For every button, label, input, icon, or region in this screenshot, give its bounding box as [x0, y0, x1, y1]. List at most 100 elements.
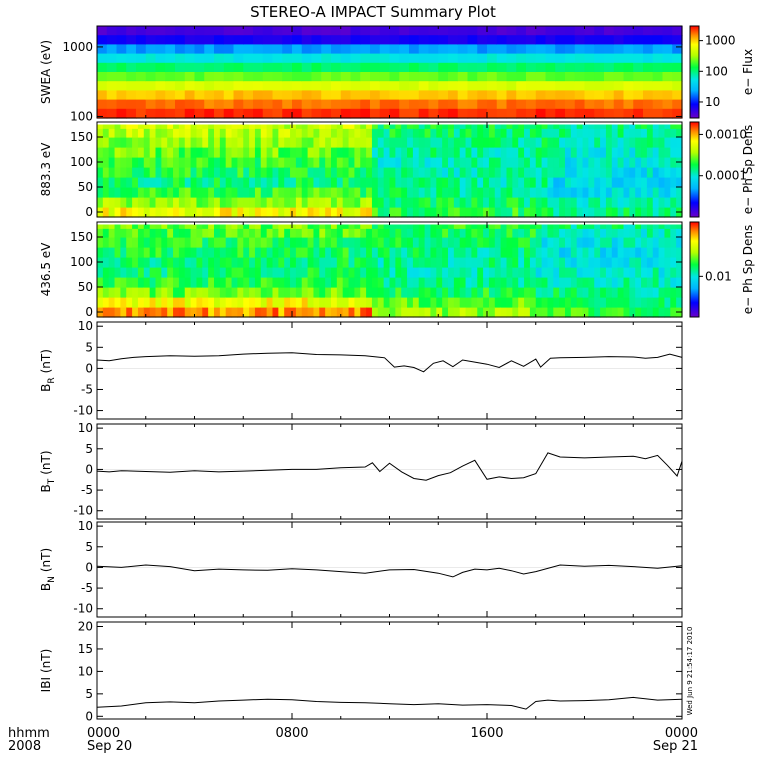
- heatmap-cell: [652, 247, 660, 258]
- heatmap-cell: [219, 147, 227, 158]
- heatmap-cell: [278, 237, 285, 248]
- heatmap-cell: [547, 187, 554, 198]
- heatmap-cell: [594, 81, 605, 91]
- heatmap-cell: [574, 99, 586, 110]
- heatmap-cell: [535, 62, 547, 73]
- heatmap-cell: [494, 128, 502, 138]
- heatmap-cell: [223, 99, 235, 110]
- heatmap-cell: [126, 167, 133, 178]
- heatmap-cell: [137, 137, 145, 148]
- heatmap-cell: [377, 167, 385, 178]
- heatmap-cell: [132, 207, 139, 218]
- heatmap-cell: [243, 53, 254, 64]
- heatmap-cell: [336, 277, 344, 288]
- heatmap-cell: [132, 257, 139, 268]
- heatmap-cell: [237, 147, 244, 158]
- heatmap-cell: [173, 287, 180, 298]
- heatmap-cell: [377, 137, 385, 148]
- heatmap-cell: [457, 53, 469, 64]
- heatmap-cell: [559, 257, 566, 268]
- heatmap-cell: [418, 99, 430, 110]
- heatmap-cell: [611, 207, 619, 218]
- heatmap-cell: [143, 247, 151, 258]
- heatmap-cell: [102, 147, 110, 158]
- heatmap-cell: [161, 124, 168, 129]
- heatmap-cell: [541, 157, 549, 168]
- heatmap-cell: [594, 124, 601, 129]
- heatmap-cell: [442, 228, 449, 238]
- heatmap-cell: [389, 247, 396, 258]
- heatmap-cell: [167, 277, 174, 288]
- heatmap-cell: [430, 247, 437, 258]
- heatmap-cell: [545, 26, 556, 36]
- heatmap-cell: [399, 81, 410, 91]
- heatmap-cell: [325, 147, 332, 158]
- heatmap-cell: [643, 35, 654, 45]
- heatmap-cell: [184, 237, 192, 248]
- heatmap-cell: [483, 287, 490, 298]
- heatmap-cell: [467, 72, 478, 82]
- heatmap-cell: [570, 297, 578, 308]
- heatmap-cell: [301, 187, 309, 198]
- heatmap-cell: [175, 108, 186, 119]
- heatmap-cell: [605, 297, 613, 308]
- heatmap-cell: [266, 224, 274, 229]
- heatmap-cell: [524, 307, 531, 318]
- heatmap-cell: [600, 257, 607, 268]
- heatmap-cell: [407, 267, 414, 278]
- heatmap-cell: [623, 237, 630, 248]
- heatmap-cell: [613, 72, 625, 82]
- heatmap-cell: [132, 167, 139, 178]
- heatmap-cell: [582, 297, 589, 308]
- heatmap-cell: [165, 99, 176, 110]
- heatmap-cell: [483, 147, 490, 158]
- heatmap-cell: [161, 224, 168, 229]
- heatmap-cell: [114, 207, 121, 218]
- heatmap-cell: [202, 128, 209, 138]
- heatmap-cell: [214, 297, 221, 308]
- heatmap-cell: [278, 157, 285, 168]
- heatmap-cell: [623, 228, 630, 238]
- heatmap-cell: [395, 307, 402, 318]
- heatmap-cell: [389, 44, 400, 55]
- y-tick-label: 10: [78, 519, 93, 533]
- heatmap-cell: [483, 224, 490, 229]
- heatmap-cell: [418, 257, 426, 268]
- heatmap-cell: [576, 147, 584, 158]
- heatmap-cell: [120, 228, 127, 238]
- heatmap-cell: [635, 247, 642, 258]
- heatmap-cell: [430, 128, 437, 138]
- heatmap-cell: [204, 44, 215, 55]
- heatmap-cell: [646, 187, 654, 198]
- heatmap-cell: [284, 237, 291, 248]
- heatmap-cell: [243, 197, 250, 208]
- heatmap-cell: [336, 247, 344, 258]
- heatmap-cell: [600, 228, 607, 238]
- heatmap-cell: [623, 72, 634, 82]
- heatmap-cell: [541, 247, 549, 258]
- heatmap-cell: [594, 147, 601, 158]
- heatmap-cell: [219, 237, 227, 248]
- heatmap-cell: [506, 81, 517, 91]
- heatmap-cell: [409, 108, 420, 119]
- heatmap-cell: [126, 267, 133, 278]
- heatmap-cell: [366, 124, 373, 129]
- heatmap-cell: [266, 124, 274, 129]
- heatmap-cell: [652, 35, 664, 45]
- heatmap-cell: [407, 207, 414, 218]
- heatmap-cell: [219, 307, 227, 318]
- heatmap-cell: [652, 62, 664, 73]
- y-axis-label-name: B: [39, 583, 53, 591]
- heatmap-cell: [97, 99, 108, 110]
- heatmap-cell: [254, 307, 262, 318]
- heatmap-cell: [465, 128, 472, 138]
- heatmap-cell: [506, 247, 513, 258]
- heatmap-cell: [237, 267, 244, 278]
- heatmap-cell: [611, 187, 619, 198]
- heatmap-cell: [97, 187, 104, 198]
- heatmap-cell: [260, 287, 268, 298]
- heatmap-cell: [453, 157, 461, 168]
- heatmap-cell: [313, 157, 320, 168]
- heatmap-cell: [208, 257, 215, 268]
- heatmap-cell: [145, 53, 157, 64]
